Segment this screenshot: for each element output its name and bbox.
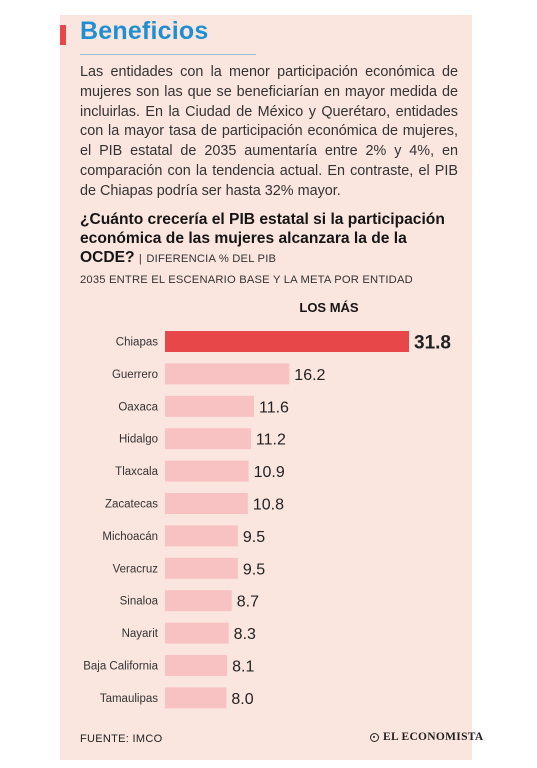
bar xyxy=(165,428,251,450)
category-label: Veracruz xyxy=(113,563,159,575)
bar xyxy=(165,687,227,709)
section-accent-bar xyxy=(60,25,66,45)
bar xyxy=(165,590,232,612)
value-label: 8.1 xyxy=(232,659,254,676)
category-label: Nayarit xyxy=(122,628,159,640)
section-title: Beneficios xyxy=(80,17,209,45)
bar xyxy=(165,525,238,547)
category-label: Sinaloa xyxy=(120,596,159,608)
chart-question: ¿Cuánto crecería el PIB estatal si la pa… xyxy=(80,211,445,266)
value-label: 8.0 xyxy=(231,691,253,708)
value-label: 9.5 xyxy=(243,529,265,546)
value-label: 11.2 xyxy=(256,432,286,449)
bar xyxy=(165,622,229,644)
value-label: 31.8 xyxy=(414,333,451,354)
value-label: 8.7 xyxy=(237,594,259,611)
infographic-card xyxy=(60,15,472,760)
value-label: 8.3 xyxy=(234,626,256,643)
title-divider xyxy=(80,54,256,55)
value-label: 16.2 xyxy=(294,367,325,384)
bar xyxy=(165,395,255,417)
bar xyxy=(165,331,409,352)
category-label: Hidalgo xyxy=(119,434,158,446)
chart-subtitle-part1: DIFERENCIA % DEL PIB xyxy=(146,253,277,265)
brand: EL ECONOMISTA xyxy=(370,731,484,743)
chart-separator: | xyxy=(138,253,143,265)
value-label: 9.5 xyxy=(243,561,265,578)
el-economista-logo-icon xyxy=(370,732,379,742)
category-label: Michoacán xyxy=(102,531,158,543)
bar xyxy=(165,363,290,385)
brand-name: EL ECONOMISTA xyxy=(383,731,484,743)
intro-paragraph: Las entidades con la menor participación… xyxy=(80,64,458,199)
bar xyxy=(165,557,238,579)
category-label: Tamaulipas xyxy=(100,693,158,705)
chart-title: LOS MÁS xyxy=(299,300,359,315)
chart-subtitle-part2: 2035 ENTRE EL ESCENARIO BASE Y LA META P… xyxy=(80,274,413,286)
bar xyxy=(165,493,248,514)
category-label: Zacatecas xyxy=(105,499,158,511)
category-label: Baja California xyxy=(83,661,158,673)
value-label: 10.8 xyxy=(253,497,284,514)
value-label: 10.9 xyxy=(254,464,285,481)
bar xyxy=(165,460,249,482)
bar xyxy=(165,655,228,676)
source-note: FUENTE: IMCO xyxy=(80,733,163,745)
category-label: Tlaxcala xyxy=(115,466,158,478)
category-label: Chiapas xyxy=(116,337,158,349)
chart-heading: ¿Cuánto crecería el PIB estatal si la pa… xyxy=(80,210,465,290)
category-label: Guerrero xyxy=(112,369,158,381)
category-label: Oaxaca xyxy=(118,401,158,413)
value-label: 11.6 xyxy=(259,399,289,416)
